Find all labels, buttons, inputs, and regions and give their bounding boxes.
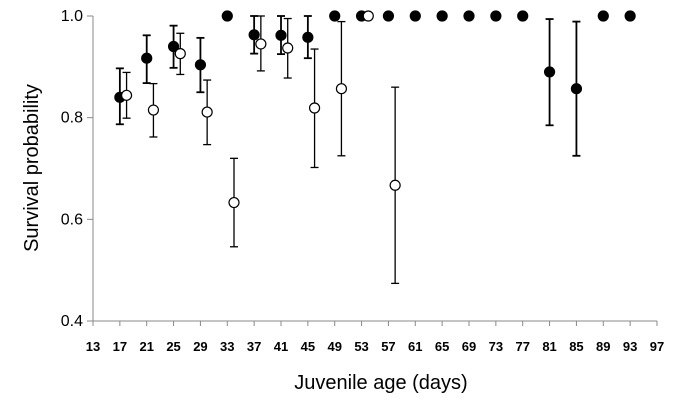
filled-point xyxy=(517,10,529,22)
filled-point xyxy=(141,52,153,64)
x-tick-label: 69 xyxy=(462,339,476,354)
filled-point xyxy=(597,10,609,22)
filled-point xyxy=(409,10,421,22)
data-markers xyxy=(114,10,636,209)
x-tick-label: 29 xyxy=(193,339,207,354)
open-point xyxy=(335,83,348,95)
x-tick-label: 73 xyxy=(489,339,503,354)
filled-point xyxy=(570,83,583,95)
x-tick-label: 49 xyxy=(327,339,341,354)
y-tick-label: 0.4 xyxy=(61,313,83,330)
filled-point xyxy=(624,10,636,22)
tick-labels: 0.4 0.6 0.8 1.0 13 17 21 25 29 33 37 41 45 49 53 57 61 65… xyxy=(61,8,664,354)
x-tick-label: 93 xyxy=(623,339,637,354)
x-tick-label: 77 xyxy=(515,339,529,354)
open-point xyxy=(174,48,186,60)
x-axis-title: Juvenile age (days) xyxy=(294,372,467,394)
filled-point xyxy=(302,31,314,43)
open-point xyxy=(389,179,401,191)
y-tick-label: 1.0 xyxy=(61,8,83,25)
filled-point xyxy=(194,59,207,71)
filled-point xyxy=(248,29,260,41)
x-tick-label: 33 xyxy=(220,339,234,354)
error-bars xyxy=(115,15,581,285)
filled-point xyxy=(463,10,475,22)
y-tick-label: 0.8 xyxy=(61,110,83,127)
x-tick-label: 65 xyxy=(435,339,449,354)
x-tick-label: 45 xyxy=(301,339,315,354)
axes xyxy=(87,15,658,326)
x-tick-label: 17 xyxy=(113,339,127,354)
filled-point xyxy=(221,10,233,22)
x-tick-label: 85 xyxy=(569,339,583,354)
open-point xyxy=(308,102,321,114)
open-point xyxy=(228,196,240,209)
x-tick-label: 41 xyxy=(274,339,288,354)
x-tick-label: 13 xyxy=(86,339,100,354)
open-point xyxy=(120,89,133,101)
x-tick-label: 53 xyxy=(354,339,368,354)
y-axis-title: Survival probability xyxy=(21,84,43,252)
open-point xyxy=(282,42,294,54)
y-tick-label: 0.6 xyxy=(61,211,83,228)
x-tick-label: 81 xyxy=(542,339,556,354)
x-tick-label: 97 xyxy=(650,339,664,354)
filled-point xyxy=(490,10,502,22)
x-tick-label: 37 xyxy=(247,339,261,354)
x-tick-label: 57 xyxy=(381,339,395,354)
open-point xyxy=(147,104,160,116)
filled-point xyxy=(382,10,395,22)
x-tick-label: 25 xyxy=(166,339,180,354)
open-point xyxy=(362,10,374,22)
open-point xyxy=(201,106,213,118)
open-point xyxy=(255,38,267,50)
filled-point xyxy=(275,29,287,41)
x-tick-label: 61 xyxy=(408,339,422,354)
x-tick-label: 21 xyxy=(139,339,153,354)
filled-point xyxy=(167,40,180,53)
filled-point xyxy=(436,10,448,22)
filled-point xyxy=(543,66,556,78)
filled-point xyxy=(329,10,341,22)
x-tick-label: 89 xyxy=(596,339,610,354)
